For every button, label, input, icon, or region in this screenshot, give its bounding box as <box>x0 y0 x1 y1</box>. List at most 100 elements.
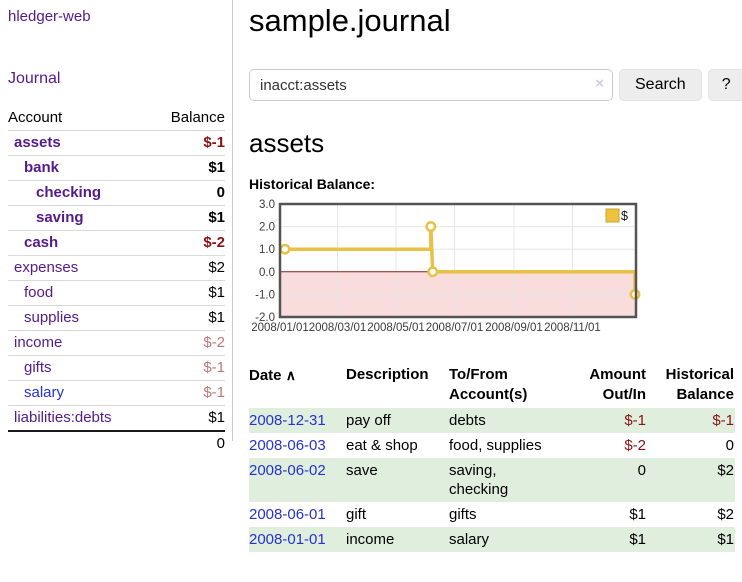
accounts-balance-table: Account Balance assets $-1 bank $1 checking 0… <box>8 107 225 456</box>
account-row: supplies $1 <box>8 305 225 331</box>
svg-text:2008/03/01: 2008/03/01 <box>309 322 367 334</box>
transaction-amount: $1 <box>629 531 646 548</box>
accounts-total-row: 0 <box>8 430 225 456</box>
search-input[interactable] <box>249 69 613 101</box>
register-header-date: Date ∧ <box>249 367 296 384</box>
transaction-date-link[interactable]: 2008-12-31 <box>249 412 326 429</box>
transaction-accounts: food, supplies <box>449 437 542 454</box>
account-row: assets $-1 <box>8 130 225 156</box>
transaction-date-link[interactable]: 2008-06-03 <box>249 437 326 454</box>
account-row: bank $1 <box>8 155 225 181</box>
accounts-header-balance: Balance <box>170 109 225 126</box>
account-row: income $-2 <box>8 330 225 356</box>
register-tbody: 2008-12-31 pay off debts $-1 $-1 2008-06-03 ea… <box>249 408 735 552</box>
register-row: 2008-06-02 save saving, checking 0 $2 <box>249 458 735 502</box>
account-row: liabilities:debts $1 <box>8 405 225 431</box>
account-row: food $1 <box>8 280 225 306</box>
transaction-description: eat & shop <box>346 437 418 454</box>
transaction-balance: $1 <box>717 531 734 548</box>
sort-ascending-icon: ∧ <box>285 367 296 383</box>
account-balance: $1 <box>150 280 225 306</box>
account-balance: $-2 <box>150 230 225 256</box>
account-row: checking 0 <box>8 180 225 206</box>
register-header-amount: Amount Out/In <box>589 366 646 403</box>
transaction-date-link[interactable]: 2008-06-01 <box>249 506 326 523</box>
transaction-balance: $2 <box>717 506 734 523</box>
account-balance: $-1 <box>150 380 225 406</box>
transaction-balance: $-1 <box>712 412 734 429</box>
account-link-assets[interactable]: assets <box>14 134 61 151</box>
account-row: gifts $-1 <box>8 355 225 381</box>
transaction-description: income <box>346 531 395 548</box>
register-row: 2008-06-01 gift gifts $1 $2 <box>249 502 735 527</box>
svg-text:1.0: 1.0 <box>259 244 275 256</box>
search-bar: × Search ? <box>249 69 742 101</box>
transaction-amount: $-1 <box>624 412 646 429</box>
accounts-header-account: Account <box>8 109 63 126</box>
account-link-saving[interactable]: saving <box>36 209 84 226</box>
account-balance: $1 <box>150 155 225 181</box>
register-row: 2008-06-03 eat & shop food, supplies $-2 0 <box>249 433 735 458</box>
account-row: cash $-2 <box>8 230 225 256</box>
register-row: 2008-01-01 income salary $1 $1 <box>249 527 735 552</box>
account-link-checking[interactable]: checking <box>36 184 102 201</box>
account-row: expenses $2 <box>8 255 225 281</box>
account-link-income[interactable]: income <box>14 334 63 351</box>
account-link-salary[interactable]: salary <box>24 384 65 401</box>
page: hledger-web Journal Account Balance asse… <box>0 0 742 552</box>
sidebar: hledger-web Journal Account Balance asse… <box>0 0 233 456</box>
accounts-total-value: 0 <box>8 430 225 456</box>
account-title: assets <box>249 128 325 158</box>
transaction-date-link[interactable]: 2008-01-01 <box>249 531 326 548</box>
account-link-cash[interactable]: cash <box>24 234 59 251</box>
transaction-description: pay off <box>346 412 391 429</box>
help-button[interactable]: ? <box>707 69 742 101</box>
transaction-date-link[interactable]: 2008-06-02 <box>249 462 326 479</box>
search-button[interactable]: Search <box>619 69 702 101</box>
page-title: sample.journal <box>249 3 451 38</box>
svg-text:2008/05/01: 2008/05/01 <box>367 322 425 334</box>
accounts-tbody: assets $-1 bank $1 checking 0 saving $1 cash $-2 e… <box>8 130 225 456</box>
transaction-accounts: gifts <box>449 506 477 523</box>
account-link-bank[interactable]: bank <box>24 159 60 176</box>
account-link-gifts[interactable]: gifts <box>24 359 52 376</box>
transaction-description: gift <box>346 506 367 523</box>
svg-text:-1.0: -1.0 <box>255 289 275 301</box>
account-row: saving $1 <box>8 205 225 231</box>
account-link-liabilities-debts[interactable]: liabilities:debts <box>14 409 112 426</box>
chart-label: Historical Balance: <box>249 176 376 192</box>
journal-link[interactable]: Journal <box>8 70 61 87</box>
svg-text:3.0: 3.0 <box>259 199 275 211</box>
account-balance: $1 <box>150 405 225 431</box>
historical-balance-chart: 3.0 2.0 1.0 0.0 -1.0 -2.0 2008/01/01 2008/03/01… <box>249 199 742 340</box>
svg-text:2008/09/01: 2008/09/01 <box>485 322 543 334</box>
account-balance: $1 <box>150 205 225 231</box>
app-title-link[interactable]: hledger-web <box>8 8 91 25</box>
main-content: sample.journal × Search ? assets Histori… <box>233 0 742 552</box>
account-balance: $2 <box>150 255 225 281</box>
svg-text:2008/11/01: 2008/11/01 <box>544 322 601 334</box>
register-header-description: Description <box>346 366 429 383</box>
transaction-accounts: saving, checking <box>449 462 509 498</box>
register-header-account: To/From Account(s) <box>449 366 528 403</box>
transaction-balance: 0 <box>725 437 734 454</box>
transaction-amount: 0 <box>637 462 646 479</box>
register-row: 2008-12-31 pay off debts $-1 $-1 <box>249 408 735 433</box>
account-balance: $-2 <box>150 330 225 356</box>
account-link-expenses[interactable]: expenses <box>14 259 79 276</box>
transaction-description: save <box>346 462 378 479</box>
register-table: Date ∧ Description To/From Account(s) Am… <box>249 363 735 552</box>
account-link-food[interactable]: food <box>24 284 54 301</box>
svg-text:$: $ <box>621 209 628 223</box>
transaction-amount: $1 <box>629 506 646 523</box>
search-input-wrap: × <box>249 69 613 101</box>
svg-text:2.0: 2.0 <box>259 222 275 234</box>
account-balance: $1 <box>150 305 225 331</box>
account-balance: $-1 <box>150 130 225 156</box>
account-balance: $-1 <box>150 355 225 381</box>
register-header-balance: Historical Balance <box>665 366 734 403</box>
clear-search-icon[interactable]: × <box>595 75 604 92</box>
svg-text:0.0: 0.0 <box>259 267 275 279</box>
account-link-supplies[interactable]: supplies <box>24 309 80 326</box>
